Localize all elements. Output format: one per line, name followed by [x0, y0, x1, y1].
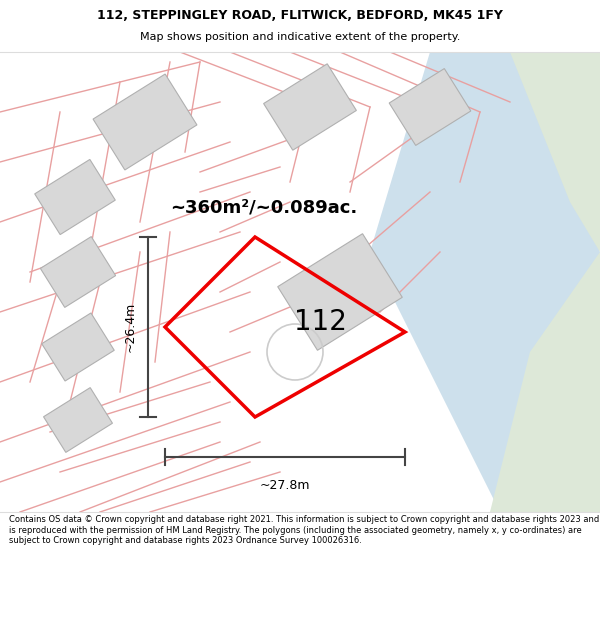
Polygon shape	[42, 313, 114, 381]
Text: 112, STEPPINGLEY ROAD, FLITWICK, BEDFORD, MK45 1FY: 112, STEPPINGLEY ROAD, FLITWICK, BEDFORD…	[97, 9, 503, 22]
Polygon shape	[370, 52, 600, 512]
Text: ~27.8m: ~27.8m	[260, 479, 310, 492]
Text: Map shows position and indicative extent of the property.: Map shows position and indicative extent…	[140, 32, 460, 43]
Polygon shape	[389, 69, 471, 146]
Polygon shape	[490, 252, 600, 512]
Text: 112: 112	[293, 308, 346, 336]
Polygon shape	[278, 234, 402, 350]
Polygon shape	[44, 388, 112, 452]
Text: ~26.4m: ~26.4m	[124, 302, 137, 352]
Polygon shape	[40, 237, 116, 308]
Polygon shape	[93, 74, 197, 170]
Polygon shape	[510, 52, 600, 252]
Polygon shape	[263, 64, 356, 150]
Polygon shape	[35, 159, 115, 234]
Text: Contains OS data © Crown copyright and database right 2021. This information is : Contains OS data © Crown copyright and d…	[9, 515, 599, 545]
Text: ~360m²/~0.089ac.: ~360m²/~0.089ac.	[170, 198, 357, 216]
